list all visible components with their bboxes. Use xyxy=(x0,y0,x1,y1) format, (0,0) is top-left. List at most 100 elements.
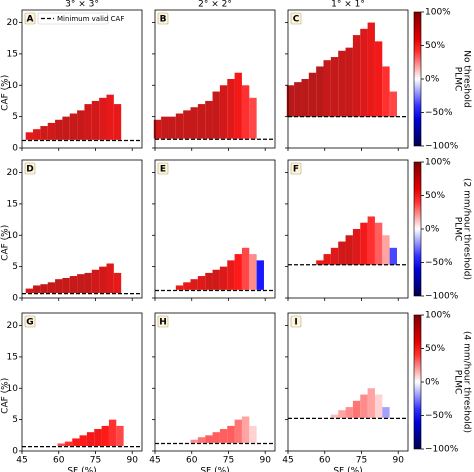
heat-column xyxy=(64,441,73,446)
heat-column xyxy=(25,288,34,293)
y-tick-label: 0 xyxy=(12,447,18,457)
heat-column xyxy=(227,260,235,290)
heat-column xyxy=(25,132,34,140)
heat-column xyxy=(40,284,48,293)
heat-column xyxy=(99,97,107,140)
colorbar-label: No threshold xyxy=(462,50,472,108)
heat-column xyxy=(113,272,122,293)
colorbar-tick-label: 50% xyxy=(425,344,445,354)
heat-column xyxy=(55,279,63,293)
panel-label-box xyxy=(24,315,36,328)
panel-label-box xyxy=(157,315,169,328)
heat-column xyxy=(352,35,361,117)
heat-column xyxy=(197,437,206,443)
y-tick-label: 20 xyxy=(7,321,19,331)
panel-label: G xyxy=(26,318,33,328)
column-title: 3° × 3° xyxy=(65,0,99,10)
heat-column xyxy=(205,435,213,443)
heat-column xyxy=(367,22,375,117)
colorbar-tick-label: 0% xyxy=(425,378,440,388)
heat-column xyxy=(33,285,41,293)
heat-column xyxy=(234,254,242,290)
colorbar-tick-label: 100% xyxy=(425,8,451,18)
heat-column xyxy=(316,260,324,265)
heat-column xyxy=(153,119,162,139)
heat-column xyxy=(161,116,169,139)
heat-column xyxy=(47,122,56,140)
panel-frame xyxy=(154,159,276,299)
colorbar-label: (2 mm/hour threshold) xyxy=(462,178,472,280)
heat-column xyxy=(84,272,92,293)
heat-column xyxy=(62,116,70,140)
heat-column xyxy=(301,79,309,117)
heat-column xyxy=(367,388,375,418)
heat-column xyxy=(360,28,368,117)
panel-label-box xyxy=(290,162,302,175)
legend-box xyxy=(37,12,109,25)
heat-column xyxy=(183,110,191,139)
heat-column xyxy=(197,104,206,139)
heat-column xyxy=(249,254,257,290)
heat-column xyxy=(101,425,109,446)
panel-label: A xyxy=(27,15,34,25)
heat-column xyxy=(91,100,100,140)
colorbar-tick-label: 100% xyxy=(425,158,451,168)
heat-column xyxy=(205,100,213,139)
x-axis-label: SF (%) xyxy=(67,467,96,472)
y-tick-label: 20 xyxy=(7,18,19,28)
heat-column xyxy=(389,91,397,117)
heat-column xyxy=(323,60,331,117)
heat-column xyxy=(234,72,242,139)
heat-column xyxy=(316,66,324,117)
heat-column xyxy=(382,407,390,418)
heat-column xyxy=(108,419,117,446)
colorbar-tick-label: −50% xyxy=(425,258,453,268)
heat-column xyxy=(116,425,124,446)
heat-column xyxy=(294,82,302,117)
panel-frame xyxy=(21,159,143,299)
y-axis-label: CAF (%) xyxy=(1,378,11,414)
column-title: 2° × 2° xyxy=(198,0,232,10)
panel-label: I xyxy=(294,318,297,328)
column-title: 1° × 1° xyxy=(331,0,365,10)
heat-column xyxy=(227,79,235,139)
colorbar-label: (4 mm/hour threshold) xyxy=(462,331,472,433)
y-axis-label: CAF (%) xyxy=(1,75,11,111)
heat-column xyxy=(345,47,353,117)
panel-frame xyxy=(154,9,276,149)
y-tick-label: 10 xyxy=(7,231,19,241)
colorbar xyxy=(413,161,422,297)
colorbar-tick-label: −100% xyxy=(425,142,459,152)
panel-label: C xyxy=(293,15,300,25)
x-tick-label: 75 xyxy=(356,456,367,466)
y-tick-label: 5 xyxy=(12,262,18,272)
heat-column xyxy=(55,119,63,140)
colorbar-label: PLMC xyxy=(453,67,463,92)
heat-column xyxy=(241,247,250,290)
colorbar-tick-label: −50% xyxy=(425,411,453,421)
heat-column xyxy=(256,260,264,290)
heat-column xyxy=(330,247,339,265)
heat-column xyxy=(249,97,257,139)
heat-column xyxy=(190,439,198,443)
heat-column xyxy=(106,94,114,140)
heat-column xyxy=(360,394,368,418)
heat-column xyxy=(62,277,70,293)
panel-label: H xyxy=(159,318,167,328)
colorbar-label: PLMC xyxy=(453,217,463,242)
panel-label: F xyxy=(293,165,299,175)
heat-column xyxy=(382,235,390,265)
heat-column xyxy=(330,414,339,418)
heat-column xyxy=(86,432,95,446)
heat-column xyxy=(338,241,346,265)
heat-column xyxy=(72,438,80,446)
heat-column xyxy=(338,410,346,418)
heat-column xyxy=(323,254,331,265)
heat-column xyxy=(205,272,213,290)
x-tick-label: 90 xyxy=(126,456,138,466)
heat-column xyxy=(367,216,375,265)
x-tick-label: 90 xyxy=(259,456,271,466)
heat-column xyxy=(219,266,228,290)
panel-label: D xyxy=(26,165,33,175)
